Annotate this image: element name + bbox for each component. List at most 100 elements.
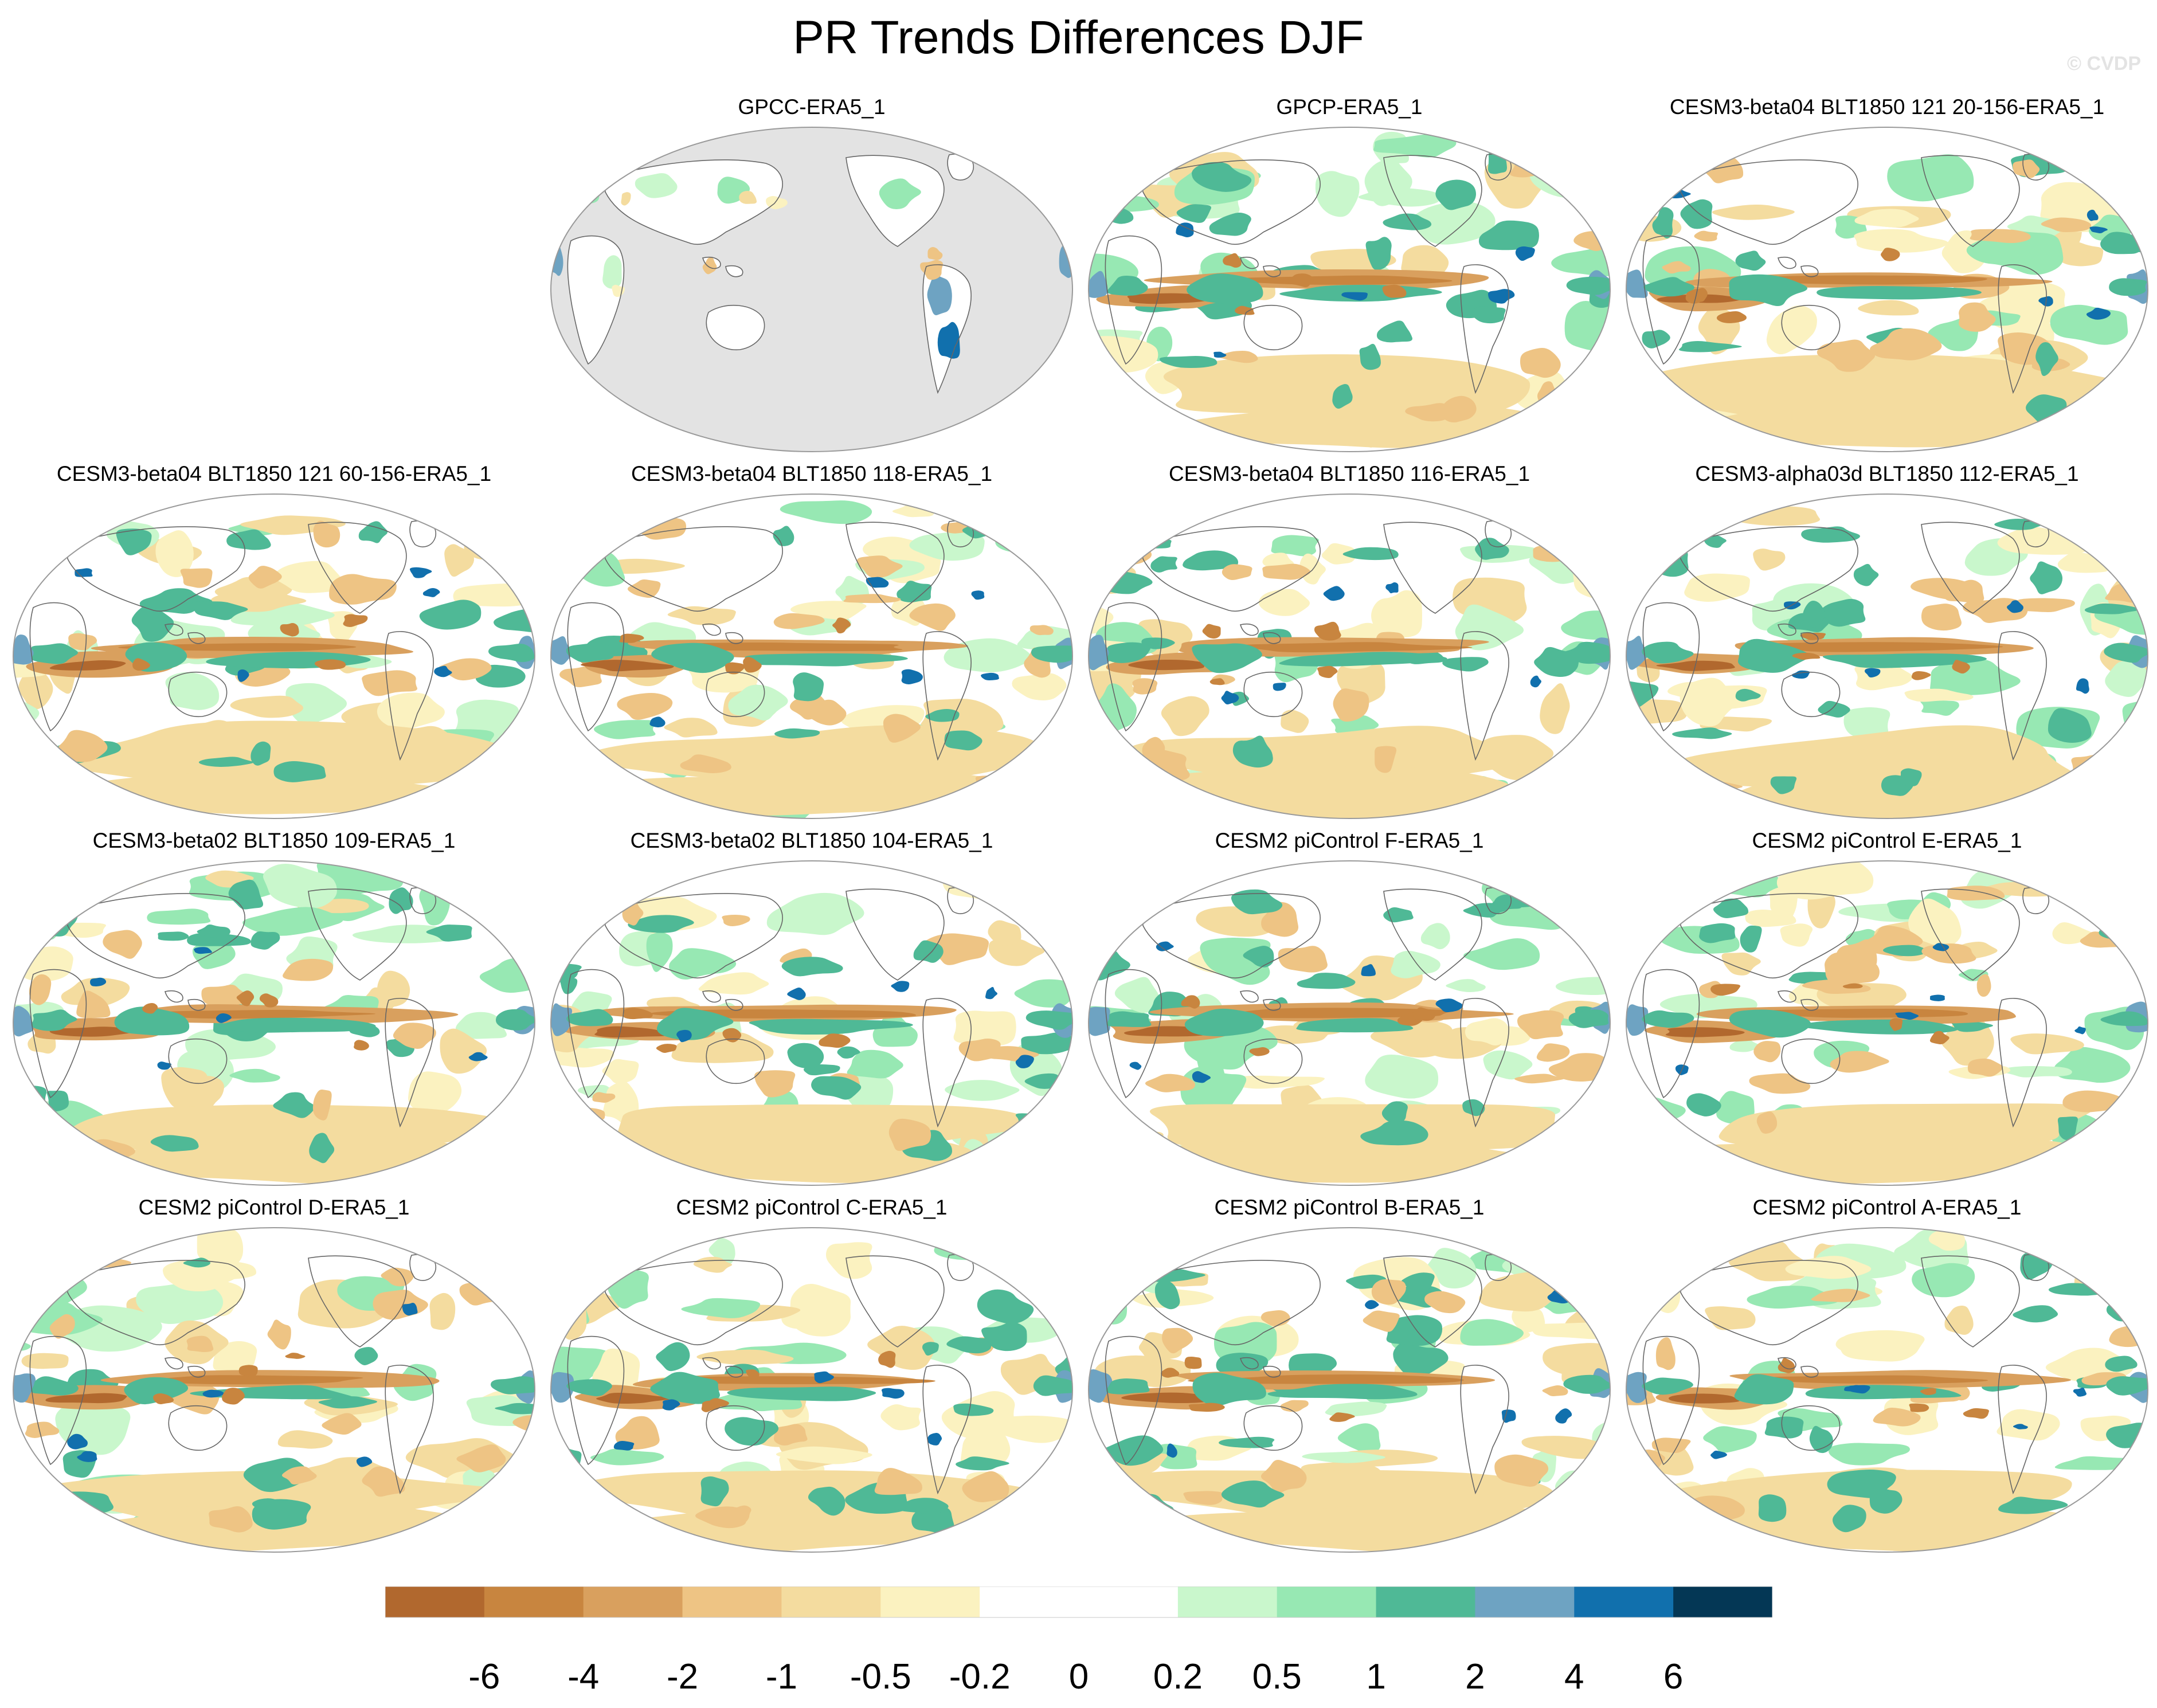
figure-title: PR Trends Differences DJF bbox=[793, 11, 1364, 64]
panel-title: CESM3-beta04 BLT1850 121 20-156-ERA5_1 bbox=[1669, 95, 2105, 119]
panel-title: CESM2 piControl C-ERA5_1 bbox=[676, 1196, 948, 1219]
panel-title: CESM2 piControl A-ERA5_1 bbox=[1752, 1196, 2022, 1219]
world-map bbox=[1626, 127, 2148, 452]
map-outline bbox=[1088, 860, 1611, 1186]
map-outline bbox=[550, 493, 1073, 819]
panel-title: GPCP-ERA5_1 bbox=[1276, 95, 1423, 119]
map-panel: CESM3-beta04 BLT1850 121 60-156-ERA5_1 bbox=[10, 461, 538, 828]
colorbar-box bbox=[1376, 1586, 1475, 1617]
map-outline bbox=[1626, 1227, 2148, 1553]
map-field bbox=[1626, 1228, 2148, 1552]
map-field bbox=[551, 861, 1072, 1185]
panel-title: CESM2 piControl E-ERA5_1 bbox=[1752, 829, 2022, 852]
map-outline bbox=[1626, 493, 2148, 819]
map-field bbox=[1626, 494, 2148, 818]
panel-title: CESM2 piControl F-ERA5_1 bbox=[1215, 829, 1484, 852]
map-outline bbox=[1626, 860, 2148, 1186]
map-panel: CESM2 piControl B-ERA5_1 bbox=[1086, 1195, 1613, 1562]
colorbar-box bbox=[385, 1586, 485, 1617]
panel-title: CESM2 piControl B-ERA5_1 bbox=[1214, 1196, 1485, 1219]
world-map bbox=[1626, 493, 2148, 819]
panel-title: CESM3-beta04 BLT1850 121 60-156-ERA5_1 bbox=[56, 462, 492, 485]
map-field bbox=[551, 127, 1072, 452]
map-field bbox=[1089, 1228, 1610, 1552]
map-outline bbox=[1088, 1227, 1611, 1553]
world-map bbox=[550, 1227, 1073, 1553]
panel-title: GPCC-ERA5_1 bbox=[738, 95, 886, 119]
colorbar-box bbox=[1574, 1586, 1674, 1617]
colorbar-box bbox=[980, 1586, 1079, 1617]
map-panel: CESM2 piControl F-ERA5_1 bbox=[1086, 828, 1613, 1195]
world-map bbox=[1626, 1227, 2148, 1553]
map-field bbox=[13, 861, 535, 1185]
map-panel: CESM3-beta02 BLT1850 104-ERA5_1 bbox=[548, 828, 1075, 1195]
map-field bbox=[13, 494, 535, 818]
panel-title: CESM3-alpha03d BLT1850 112-ERA5_1 bbox=[1695, 462, 2079, 485]
colorbar-box bbox=[781, 1586, 881, 1617]
world-map bbox=[550, 860, 1073, 1186]
cvdp-watermark: © CVDP bbox=[2067, 53, 2141, 75]
world-map bbox=[550, 127, 1073, 452]
colorbar-box bbox=[1079, 1586, 1179, 1617]
panel-title: CESM3-beta04 BLT1850 116-ERA5_1 bbox=[1168, 462, 1530, 485]
missing-data-ocean bbox=[551, 127, 1072, 452]
colorbar-tick-label: 4 bbox=[1564, 1657, 1584, 1697]
map-field bbox=[13, 1228, 535, 1552]
map-outline bbox=[13, 1227, 535, 1553]
colorbar-tick-label: 0.2 bbox=[1153, 1657, 1203, 1697]
world-map bbox=[13, 1227, 535, 1553]
colorbar-box bbox=[880, 1586, 980, 1617]
world-map bbox=[1626, 860, 2148, 1186]
colorbar-tick-label: 2 bbox=[1465, 1657, 1485, 1697]
map-field bbox=[551, 494, 1072, 818]
world-map bbox=[1088, 493, 1611, 819]
map-outline bbox=[1088, 493, 1611, 819]
map-panel: GPCP-ERA5_1 bbox=[1086, 95, 1613, 461]
colorbar-box bbox=[583, 1586, 683, 1617]
world-map bbox=[1088, 1227, 1611, 1553]
colorbar-box bbox=[1475, 1586, 1575, 1617]
colorbar-tick-label: -0.2 bbox=[949, 1657, 1011, 1697]
map-field bbox=[1089, 861, 1610, 1185]
panel-title: CESM3-beta02 BLT1850 104-ERA5_1 bbox=[630, 829, 993, 852]
map-panel: CESM3-beta04 BLT1850 118-ERA5_1 bbox=[548, 461, 1075, 828]
map-outline bbox=[13, 860, 535, 1186]
panel-title: CESM3-beta02 BLT1850 109-ERA5_1 bbox=[92, 829, 456, 852]
colorbar-box bbox=[484, 1586, 584, 1617]
map-outline bbox=[550, 860, 1073, 1186]
colorbar bbox=[385, 1586, 1772, 1618]
map-outline bbox=[1626, 127, 2148, 452]
map-panel: CESM2 piControl E-ERA5_1 bbox=[1623, 828, 2151, 1195]
map-panel: GPCC-ERA5_1 bbox=[548, 95, 1075, 461]
map-panel: CESM3-alpha03d BLT1850 112-ERA5_1 bbox=[1623, 461, 2151, 828]
colorbar-tick-label: -2 bbox=[666, 1657, 699, 1697]
world-map bbox=[550, 493, 1073, 819]
colorbar-box bbox=[1277, 1586, 1377, 1617]
map-field bbox=[551, 1228, 1072, 1552]
map-outline bbox=[550, 1227, 1073, 1553]
colorbar-tick-label: 1 bbox=[1366, 1657, 1386, 1697]
map-field bbox=[1089, 494, 1610, 818]
colorbar-box bbox=[682, 1586, 782, 1617]
world-map bbox=[13, 860, 535, 1186]
colorbar-tick-label: -6 bbox=[468, 1657, 500, 1697]
colorbar-tick-label: -4 bbox=[567, 1657, 600, 1697]
colorbar-box bbox=[1177, 1586, 1278, 1617]
world-map bbox=[13, 493, 535, 819]
colorbar-tick-label: 0.5 bbox=[1252, 1657, 1302, 1697]
map-outline bbox=[13, 493, 535, 819]
colorbar-tick-label: 0 bbox=[1068, 1657, 1089, 1697]
map-panel: CESM3-beta04 BLT1850 116-ERA5_1 bbox=[1086, 461, 1613, 828]
map-outline bbox=[550, 127, 1073, 452]
map-panel: CESM3-beta02 BLT1850 109-ERA5_1 bbox=[10, 828, 538, 1195]
map-field bbox=[1626, 861, 2148, 1185]
map-field bbox=[1626, 127, 2148, 452]
colorbar-box bbox=[1673, 1586, 1772, 1617]
colorbar-tick-label: 6 bbox=[1663, 1657, 1684, 1697]
panel-title: CESM2 piControl D-ERA5_1 bbox=[138, 1196, 410, 1219]
panel-title: CESM3-beta04 BLT1850 118-ERA5_1 bbox=[631, 462, 993, 485]
world-map bbox=[1088, 127, 1611, 452]
colorbar-tick-label: -0.5 bbox=[850, 1657, 911, 1697]
map-outline bbox=[1088, 127, 1611, 452]
map-panel: CESM2 piControl A-ERA5_1 bbox=[1623, 1195, 2151, 1562]
